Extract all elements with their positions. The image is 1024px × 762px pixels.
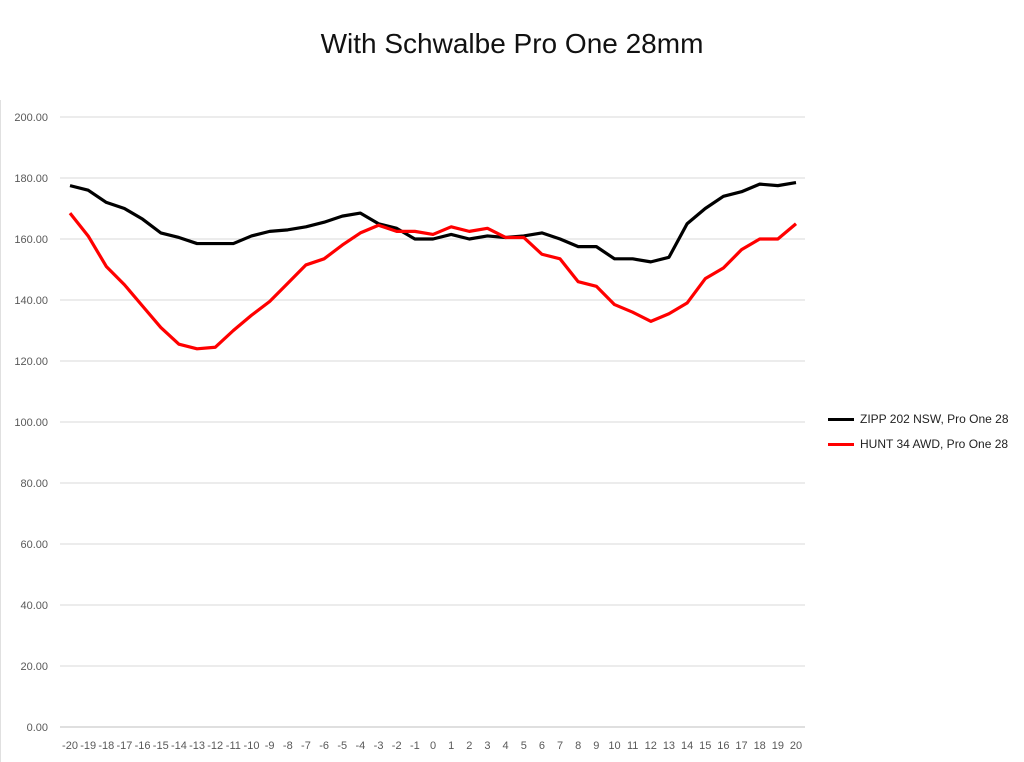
y-tick-label: 100.00 [14,417,48,429]
x-tick-label: 11 [627,740,638,752]
x-tick-label: 17 [735,740,747,752]
legend-swatch [828,442,854,446]
x-tick-label: 2 [466,740,472,752]
x-tick-label: -12 [207,740,223,752]
x-tick-label: 7 [557,740,563,752]
x-tick-label: -9 [265,740,275,752]
series-line-1 [68,212,798,351]
x-tick-label: -14 [171,740,187,752]
y-tick-label: 160.00 [14,234,48,246]
x-tick-label: 6 [539,740,545,752]
x-tick-label: 3 [484,740,490,752]
x-tick-label: 1 [448,740,454,752]
x-tick-label: 16 [717,740,729,752]
x-tick-label: -17 [116,740,132,752]
x-tick-label: 8 [575,740,581,752]
x-tick-label: 19 [772,740,784,752]
x-tick-label: 0 [430,740,436,752]
x-tick-label: -8 [283,740,293,752]
x-tick-label: 20 [790,740,802,752]
x-tick-label: -7 [301,740,311,752]
legend-item-zipp: ZIPP 202 NSW, Pro One 28 [828,412,1009,426]
x-tick-label: -13 [189,740,205,752]
x-tick-label: -1 [410,740,420,752]
y-tick-label: 120.00 [14,356,48,368]
x-tick-label: 14 [681,740,693,752]
x-tick-label: 13 [663,740,675,752]
x-tick-label: 4 [503,740,509,752]
x-tick-label: -6 [319,740,329,752]
y-tick-label: 140.00 [14,295,48,307]
x-tick-label: -10 [244,740,260,752]
y-tick-label: 80.00 [20,478,48,490]
x-tick-label: -19 [80,740,96,752]
legend-label: HUNT 34 AWD, Pro One 28 [860,437,1009,451]
y-tick-label: 20.00 [20,661,48,673]
x-tick-label: 15 [699,740,711,752]
x-tick-label: 9 [593,740,599,752]
x-tick-label: -11 [226,740,241,752]
x-tick-label: 10 [608,740,620,752]
x-tick-label: -2 [392,740,402,752]
y-tick-label: 60.00 [20,539,48,551]
y-tick-label: 40.00 [20,600,48,612]
legend-swatch [828,417,854,421]
x-tick-label: -3 [374,740,384,752]
x-tick-label: -20 [62,740,78,752]
x-tick-label: 18 [754,740,766,752]
legend-item-hunt: HUNT 34 AWD, Pro One 28 [828,437,1008,451]
series-line-0 [69,180,797,264]
x-tick-label: -16 [135,740,151,752]
legend-label: ZIPP 202 NSW, Pro One 28 [860,412,1009,426]
x-tick-label: 5 [521,740,527,752]
x-tick-label: -15 [153,740,169,752]
y-tick-label: 0.00 [27,722,48,734]
y-tick-label: 180.00 [14,173,48,185]
y-tick-label: 200.00 [14,112,48,124]
x-tick-label: -18 [98,740,114,752]
x-tick-label: -4 [356,740,366,752]
chart-title: With Schwalbe Pro One 28mm [320,28,704,59]
x-tick-label: -5 [337,740,347,752]
x-tick-label: 12 [645,740,657,752]
